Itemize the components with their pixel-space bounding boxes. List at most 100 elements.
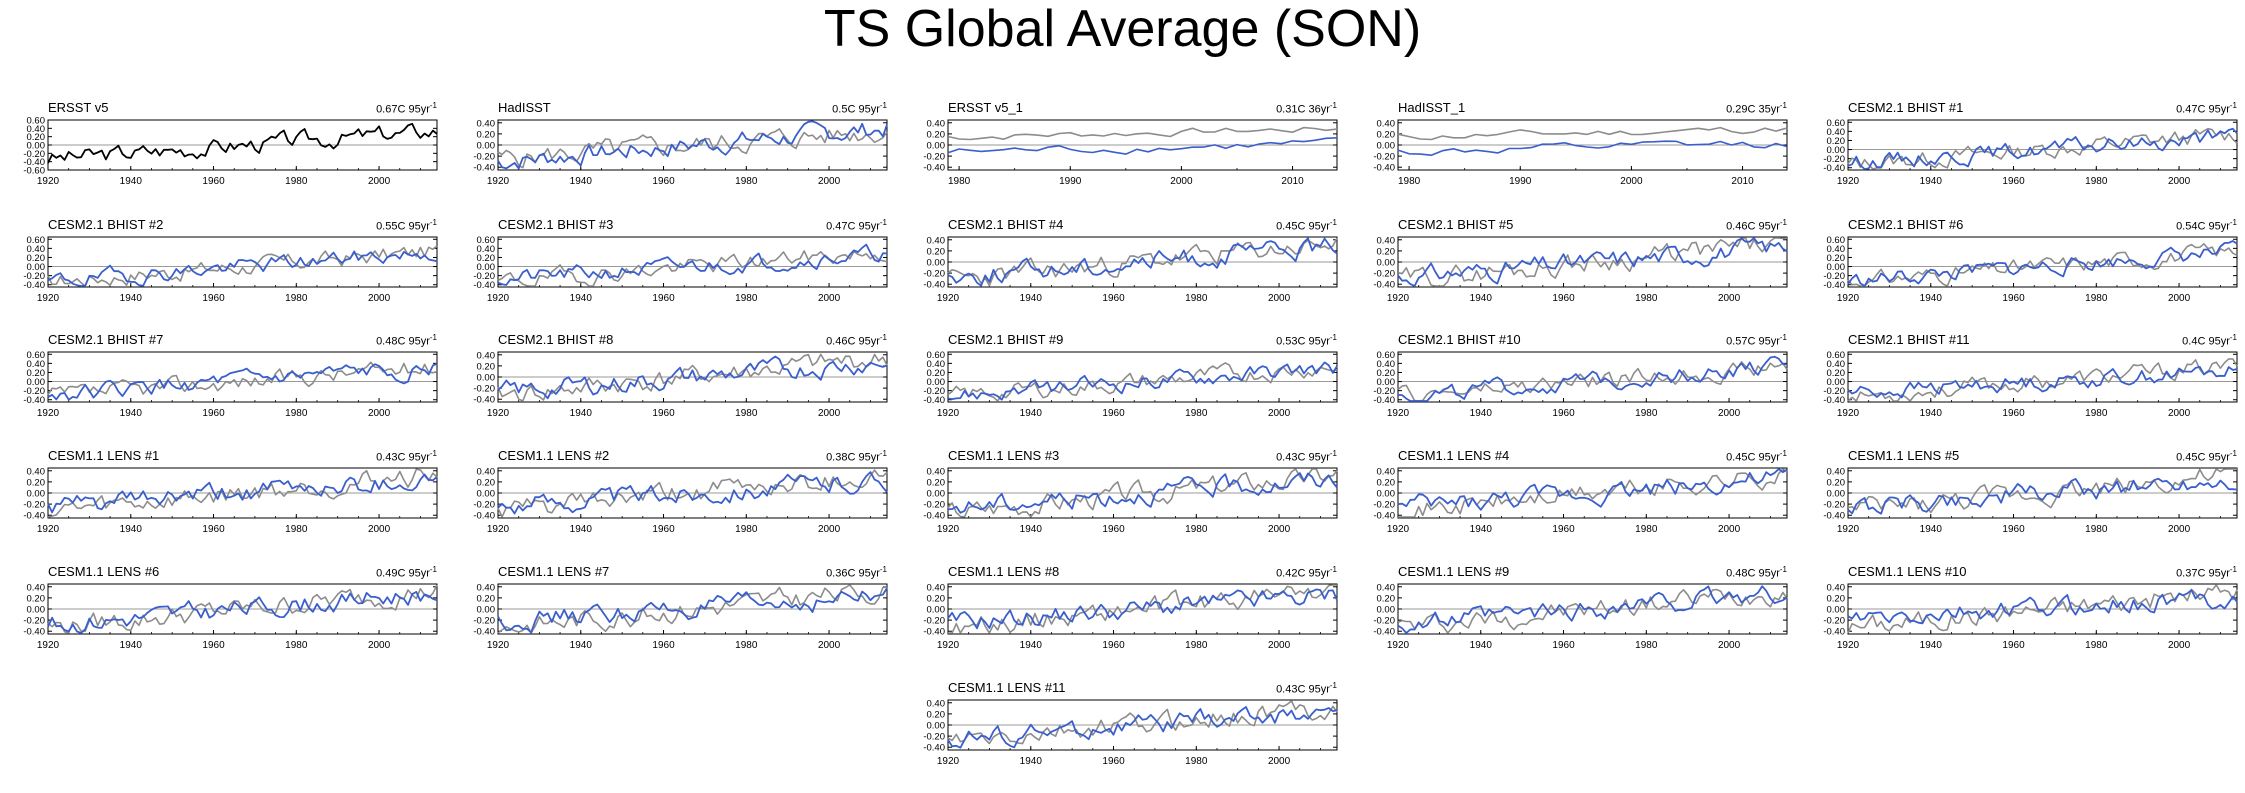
y-tick-label: 0.40	[27, 124, 46, 135]
x-tick-label: 2000	[1718, 408, 1741, 419]
x-tick-label: 1980	[285, 408, 308, 419]
chart-title: HadISST_1	[1398, 100, 1466, 115]
y-tick-label: 0.00	[927, 605, 946, 616]
chart-svg: 0.600.400.200.00-0.20-0.40 1920 1940 1960 19…	[1823, 350, 2238, 419]
y-tick-label: -0.20	[23, 500, 45, 511]
y-tick-label: 0.40	[477, 466, 496, 477]
x-tick-label: 1960	[1102, 293, 1125, 304]
y-tick-label: 0.20	[27, 593, 46, 604]
y-tick-label: 0.40	[1377, 466, 1396, 477]
chart-title: CESM1.1 LENS #3	[948, 448, 1060, 463]
y-tick-label: 0.40	[27, 582, 46, 593]
trend-stat: 0.36C 95yr-1	[826, 565, 887, 580]
x-tick-label: 1920	[937, 640, 960, 651]
trend-stat: 0.48C 95yr-1	[1726, 565, 1787, 580]
x-tick-label: 1940	[1020, 756, 1043, 767]
y-tick-label: -0.20	[1823, 500, 1845, 511]
chart-panel: 0.40 0.20 0.00 -0.20 -0.40 1980 1990 2000 2010 Ha…	[1373, 100, 1806, 196]
chart-title: CESM1.1 LENS #7	[498, 564, 610, 579]
model-series-line	[947, 472, 1338, 514]
x-tick-label: 1960	[2002, 293, 2025, 304]
y-tick-label: 0.40	[1827, 244, 1846, 255]
x-tick-label: 1940	[1470, 293, 1493, 304]
y-tick-label: 0.40	[27, 466, 46, 477]
x-tick-label: 1980	[285, 640, 308, 651]
model-series-line	[947, 588, 1338, 630]
y-tick-label: 0.00	[1377, 258, 1396, 269]
chart-panel: 0.60 0.40 0.20 0.00 -0.20 -0.40 1920 1940 1960 19…	[1823, 332, 2245, 428]
x-tick-label: 1960	[1552, 640, 1575, 651]
x-tick-label: 1980	[1185, 408, 1208, 419]
y-tick-label: -0.20	[23, 386, 45, 397]
y-tick-label: 0.00	[27, 489, 46, 500]
y-tick-label: 0.00	[477, 141, 496, 152]
y-tick-label: -0.20	[923, 500, 945, 511]
model-series-line	[497, 471, 888, 515]
x-tick-label: 1940	[1020, 640, 1043, 651]
model-series-line	[1397, 468, 1788, 511]
x-tick-label: 1960	[652, 176, 675, 187]
plot-frame	[497, 236, 888, 288]
chart-title: CESM1.1 LENS #8	[948, 564, 1060, 579]
obs-series-line	[497, 250, 888, 287]
obs-series-line	[47, 584, 438, 634]
y-tick-label: 0.20	[27, 253, 46, 264]
obs-series-line	[1397, 361, 1788, 402]
x-tick-label: 1980	[735, 640, 758, 651]
chart-svg: 0.600.400.200.00-0.20-0.40 1920 1940 1960 19…	[23, 235, 438, 304]
y-tick-label: 0.20	[27, 132, 46, 143]
x-tick-label: 1980	[1185, 640, 1208, 651]
x-tick-label: 1980	[1635, 408, 1658, 419]
y-tick-label: -0.40	[23, 280, 45, 291]
plot-frame	[947, 351, 1338, 403]
y-tick-label: -0.40	[473, 511, 495, 522]
y-tick-label: 0.20	[477, 593, 496, 604]
x-tick-label: 1960	[1102, 524, 1125, 535]
figure-title: TS Global Average (SON)	[823, 0, 1422, 58]
y-tick-label: 0.40	[1827, 359, 1846, 370]
y-tick-label: 0.40	[1377, 359, 1396, 370]
model-series-line	[497, 355, 888, 400]
chart-title: HadISST	[498, 100, 551, 115]
y-tick-label: 0.00	[927, 258, 946, 269]
chart-panel: 0.40 0.20 0.00 -0.20 -0.40 1920 1940 1960 1980 20…	[473, 564, 906, 660]
y-tick-label: -0.20	[473, 152, 495, 163]
y-tick-label: 0.40	[927, 359, 946, 370]
chart-svg: 0.400.200.00-0.20-0.40 1920 1940 1960 1980 20…	[923, 582, 1338, 651]
trend-stat: 0.46C 95yr-1	[826, 333, 887, 348]
chart-panel: 0.40 0.20 0.00 -0.20 -0.40 1980 1990 2000 2010 ER…	[923, 100, 1356, 196]
chart-title: CESM2.1 BHIST #4	[948, 217, 1064, 232]
chart-title: CESM1.1 LENS #4	[1398, 448, 1510, 463]
y-tick-label: -0.40	[1823, 511, 1845, 522]
chart-title: ERSST v5	[48, 100, 109, 115]
x-tick-label: 1940	[120, 176, 143, 187]
y-tick-label: -0.40	[1823, 627, 1845, 638]
obs-series-line	[1397, 588, 1788, 634]
x-tick-label: 1990	[1059, 176, 1082, 187]
x-tick-label: 1940	[120, 640, 143, 651]
x-tick-label: 1940	[1920, 408, 1943, 419]
trend-stat: 0.29C 35yr-1	[1726, 101, 1787, 116]
chart-title: CESM1.1 LENS #1	[48, 448, 160, 463]
x-tick-label: 1960	[2002, 640, 2025, 651]
chart-title: CESM1.1 LENS #9	[1398, 564, 1510, 579]
y-tick-label: 0.40	[1377, 582, 1396, 593]
y-tick-label: -0.40	[923, 627, 945, 638]
x-tick-label: 1940	[570, 293, 593, 304]
x-tick-label: 1980	[1635, 524, 1658, 535]
x-tick-label: 2000	[1170, 176, 1193, 187]
y-tick-label: 0.60	[27, 235, 46, 246]
x-tick-label: 2000	[368, 640, 391, 651]
y-tick-label: 0.20	[477, 253, 496, 264]
y-tick-label: 0.20	[927, 709, 946, 720]
x-tick-label: 1920	[1387, 408, 1410, 419]
x-tick-label: 2000	[2168, 293, 2191, 304]
x-tick-label: 1960	[652, 293, 675, 304]
x-tick-label: 1960	[2002, 524, 2025, 535]
x-tick-label: 1920	[937, 524, 960, 535]
y-tick-label: -0.40	[23, 511, 45, 522]
y-tick-label: 0.20	[927, 368, 946, 379]
